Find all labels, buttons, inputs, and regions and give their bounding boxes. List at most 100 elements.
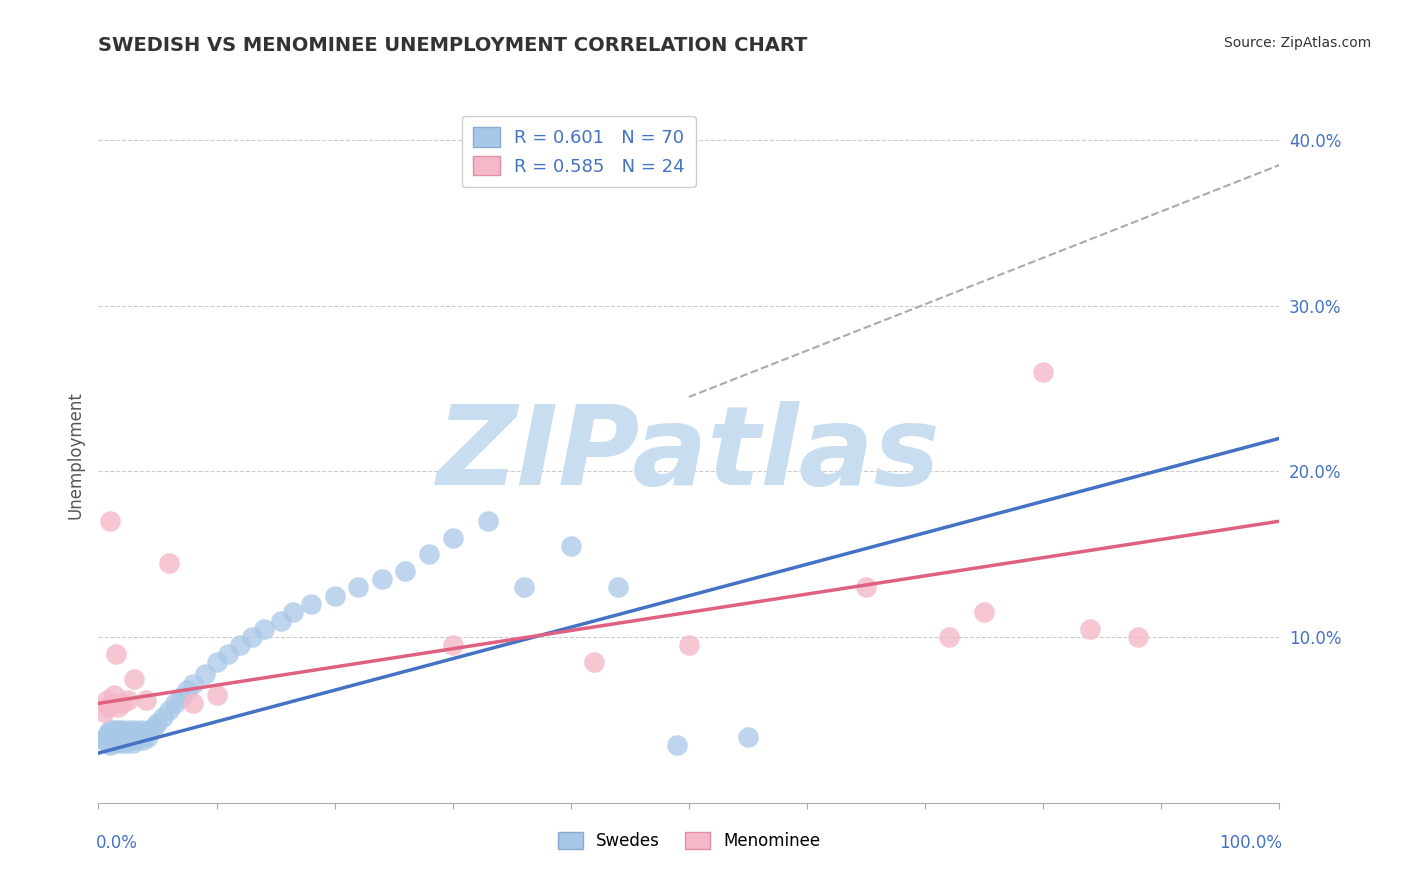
Point: [217, 647, 239, 661]
Point: [103, 730, 125, 744]
Point: [678, 639, 700, 653]
Point: [94, 730, 117, 744]
Text: ZIPatlas: ZIPatlas: [437, 401, 941, 508]
Point: [165, 697, 187, 711]
Point: [118, 723, 141, 737]
Point: [112, 730, 135, 744]
Point: [93, 732, 115, 747]
Point: [98, 738, 121, 752]
Point: [181, 697, 204, 711]
Point: [122, 730, 145, 744]
Point: [127, 726, 149, 740]
Point: [100, 697, 122, 711]
Point: [855, 581, 877, 595]
Point: [394, 564, 416, 578]
Point: [107, 723, 129, 737]
Text: SWEDISH VS MENOMINEE UNEMPLOYMENT CORRELATION CHART: SWEDISH VS MENOMINEE UNEMPLOYMENT CORREL…: [98, 36, 808, 54]
Point: [583, 655, 606, 669]
Point: [105, 730, 128, 744]
Point: [283, 605, 305, 619]
Point: [347, 581, 370, 595]
Point: [170, 690, 193, 704]
Point: [205, 655, 228, 669]
Point: [107, 699, 129, 714]
Point: [477, 514, 499, 528]
Text: 100.0%: 100.0%: [1219, 834, 1282, 852]
Point: [131, 723, 153, 737]
Point: [441, 639, 464, 653]
Point: [560, 539, 582, 553]
Point: [181, 676, 204, 690]
Point: [115, 736, 138, 750]
Text: 0.0%: 0.0%: [96, 834, 138, 852]
Point: [194, 666, 217, 681]
Point: [205, 688, 228, 702]
Point: [176, 683, 198, 698]
Point: [371, 572, 394, 586]
Point: [97, 699, 120, 714]
Point: [418, 547, 440, 561]
Point: [157, 556, 180, 570]
Legend: Swedes, Menominee: Swedes, Menominee: [551, 826, 827, 857]
Point: [146, 716, 169, 731]
Point: [125, 732, 148, 747]
Point: [121, 726, 143, 740]
Point: [98, 723, 121, 737]
Point: [96, 693, 118, 707]
Point: [132, 732, 155, 747]
Point: [101, 736, 124, 750]
Point: [441, 531, 464, 545]
Point: [607, 581, 630, 595]
Point: [253, 622, 276, 636]
Point: [135, 693, 157, 707]
Point: [105, 647, 128, 661]
Point: [152, 709, 174, 723]
Point: [111, 723, 134, 737]
Point: [128, 730, 150, 744]
Point: [105, 736, 128, 750]
Point: [139, 723, 162, 737]
Point: [157, 703, 180, 717]
Point: [105, 726, 128, 740]
Point: [323, 589, 346, 603]
Point: [1080, 622, 1102, 636]
Point: [229, 639, 252, 653]
Point: [110, 726, 132, 740]
Point: [120, 732, 142, 747]
Point: [121, 736, 143, 750]
Point: [98, 730, 121, 744]
Point: [112, 732, 135, 747]
Point: [1126, 630, 1149, 644]
Point: [142, 720, 165, 734]
Point: [117, 693, 139, 707]
Point: [96, 736, 118, 750]
Point: [100, 732, 122, 747]
Point: [117, 730, 139, 744]
Point: [97, 732, 120, 747]
Point: [104, 732, 127, 747]
Point: [103, 688, 125, 702]
Point: [1032, 365, 1054, 379]
Point: [666, 738, 689, 752]
Point: [938, 630, 960, 644]
Point: [135, 726, 157, 740]
Y-axis label: Unemployment: Unemployment: [66, 391, 84, 519]
Point: [124, 723, 146, 737]
Point: [122, 672, 145, 686]
Point: [512, 581, 534, 595]
Point: [93, 705, 115, 719]
Point: [108, 732, 131, 747]
Point: [136, 730, 159, 744]
Point: [111, 736, 134, 750]
Point: [100, 726, 122, 740]
Point: [103, 723, 125, 737]
Point: [270, 614, 292, 628]
Point: [114, 726, 136, 740]
Point: [98, 514, 121, 528]
Point: [111, 697, 134, 711]
Text: Source: ZipAtlas.com: Source: ZipAtlas.com: [1223, 36, 1371, 50]
Point: [737, 730, 759, 744]
Point: [97, 726, 120, 740]
Point: [240, 630, 263, 644]
Point: [299, 597, 322, 611]
